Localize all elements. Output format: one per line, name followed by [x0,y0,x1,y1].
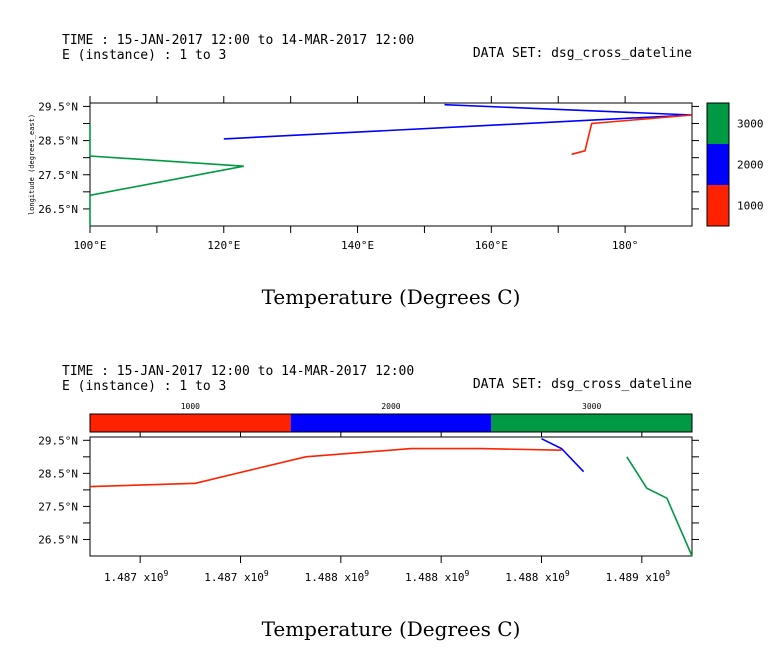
x-tick-label: 1.488 x109 [505,569,570,584]
plot-frame [89,102,693,227]
colorbar-label: 2000 [737,159,764,172]
x-tick-label: 120°E [207,239,240,252]
x-tick-label: 140°E [341,239,374,252]
x-tick-label: 1.487 x109 [104,569,169,584]
x-tick-label: 1.488 x109 [305,569,370,584]
colorbar-label: 3000 [737,118,764,131]
y-tick-label: 26.5°N [38,533,78,546]
x-tick-mantissa: 1.487 x10 [104,571,164,584]
colorbar-frame [89,413,693,433]
x-tick-mantissa: 1.488 x10 [505,571,565,584]
x-tick-exponent: 9 [364,569,369,578]
header-instance: E (instance) : 1 to 3 [62,379,226,394]
y-tick-label: 29.5°N [38,100,78,113]
colorbar-segment [491,414,692,432]
colorbar-segment [90,414,291,432]
header-time: TIME : 15-JAN-2017 12:00 to 14-MAR-2017 … [62,364,414,379]
series-line-2 [541,437,585,473]
x-tick-mantissa: 1.488 x10 [405,571,465,584]
x-tick-exponent: 9 [164,569,169,578]
x-tick-exponent: 9 [665,569,670,578]
colorbar-label: 1000 [181,402,200,411]
y-tick-label: 27.5°N [38,500,78,513]
colorbar-segment [707,144,729,185]
x-tick-exponent: 9 [264,569,269,578]
colorbar-segment [290,414,492,432]
colorbar-label: 2000 [381,402,400,411]
series-line-3 [626,456,693,557]
series-line-1 [89,123,244,226]
header-dataset: DATA SET: dsg_cross_dateline [473,377,692,392]
plot-title: Temperature (Degrees C) [262,285,521,309]
colorbar-segment [707,103,729,144]
y-tick-label: 28.5°N [38,135,78,148]
x-tick-label: 1.488 x109 [405,569,470,584]
x-tick-label: 1.489 x109 [606,569,671,584]
x-tick-exponent: 9 [465,569,470,578]
plot-title: Temperature (Degrees C) [262,617,521,641]
colorbar-label: 3000 [582,402,601,411]
x-tick-label: 180° [612,239,639,252]
y-axis-label: longitude (degrees_east) [28,114,36,215]
x-tick-label: 160°E [475,239,508,252]
panel-bottom: TIME : 15-JAN-2017 12:00 to 14-MAR-2017 … [38,364,699,641]
y-tick-label: 26.5°N [38,203,78,216]
plot-frame [89,436,693,557]
y-tick-label: 28.5°N [38,467,78,480]
colorbar-label: 1000 [737,200,764,213]
series-line-3 [571,114,693,156]
series-line-1 [89,447,562,488]
series-line-2 [223,103,693,140]
colorbar-segment [707,185,729,226]
x-tick-mantissa: 1.488 x10 [305,571,365,584]
header-dataset: DATA SET: dsg_cross_dateline [473,46,692,61]
colorbar-frame [706,102,730,227]
x-tick-mantissa: 1.487 x10 [204,571,264,584]
x-tick-exponent: 9 [565,569,570,578]
x-tick-label: 100°E [73,239,106,252]
panel-top: TIME : 15-JAN-2017 12:00 to 14-MAR-2017 … [28,33,764,309]
header-instance: E (instance) : 1 to 3 [62,48,226,63]
header-time: TIME : 15-JAN-2017 12:00 to 14-MAR-2017 … [62,33,414,48]
x-tick-mantissa: 1.489 x10 [606,571,666,584]
y-tick-label: 27.5°N [38,169,78,182]
y-tick-label: 29.5°N [38,434,78,447]
x-tick-label: 1.487 x109 [204,569,269,584]
